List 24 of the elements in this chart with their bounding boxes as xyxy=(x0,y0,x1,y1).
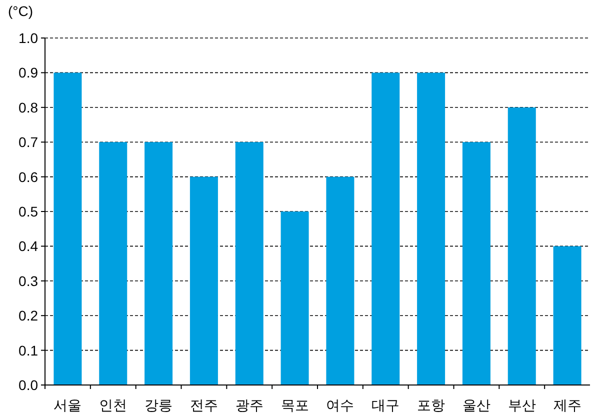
y-axis-title: (°C) xyxy=(8,3,34,19)
x-tick-label: 목포 xyxy=(280,397,309,413)
y-tick-label: 0.2 xyxy=(18,308,38,324)
x-tick-label: 전주 xyxy=(190,397,218,413)
x-tick-label: 부산 xyxy=(508,397,536,413)
x-tick-label: 포항 xyxy=(417,397,446,413)
x-tick-label: 강릉 xyxy=(144,397,173,413)
y-tick-label: 0.8 xyxy=(18,99,38,116)
y-tick-label: 0.4 xyxy=(18,238,38,254)
x-tick-label: 울산 xyxy=(462,397,490,413)
y-tick-label: 1.0 xyxy=(18,30,38,46)
x-tick-label: 서울 xyxy=(54,397,82,413)
x-tick-label: 대구 xyxy=(372,397,400,413)
y-tick-label: 0.0 xyxy=(18,377,38,393)
x-tick-label: 여수 xyxy=(326,397,354,413)
y-tick-label: 0.7 xyxy=(18,134,38,150)
x-tick-label: 광주 xyxy=(235,397,264,413)
x-tick-label: 인천 xyxy=(99,397,128,413)
y-tick-label: 0.5 xyxy=(18,204,38,220)
y-tick-label: 0.1 xyxy=(18,342,38,358)
y-tick-label: 0.9 xyxy=(18,64,38,81)
y-tick-label: 0.6 xyxy=(18,168,38,185)
x-tick-label: 제주 xyxy=(553,397,582,413)
y-tick-label: 0.3 xyxy=(18,272,38,289)
